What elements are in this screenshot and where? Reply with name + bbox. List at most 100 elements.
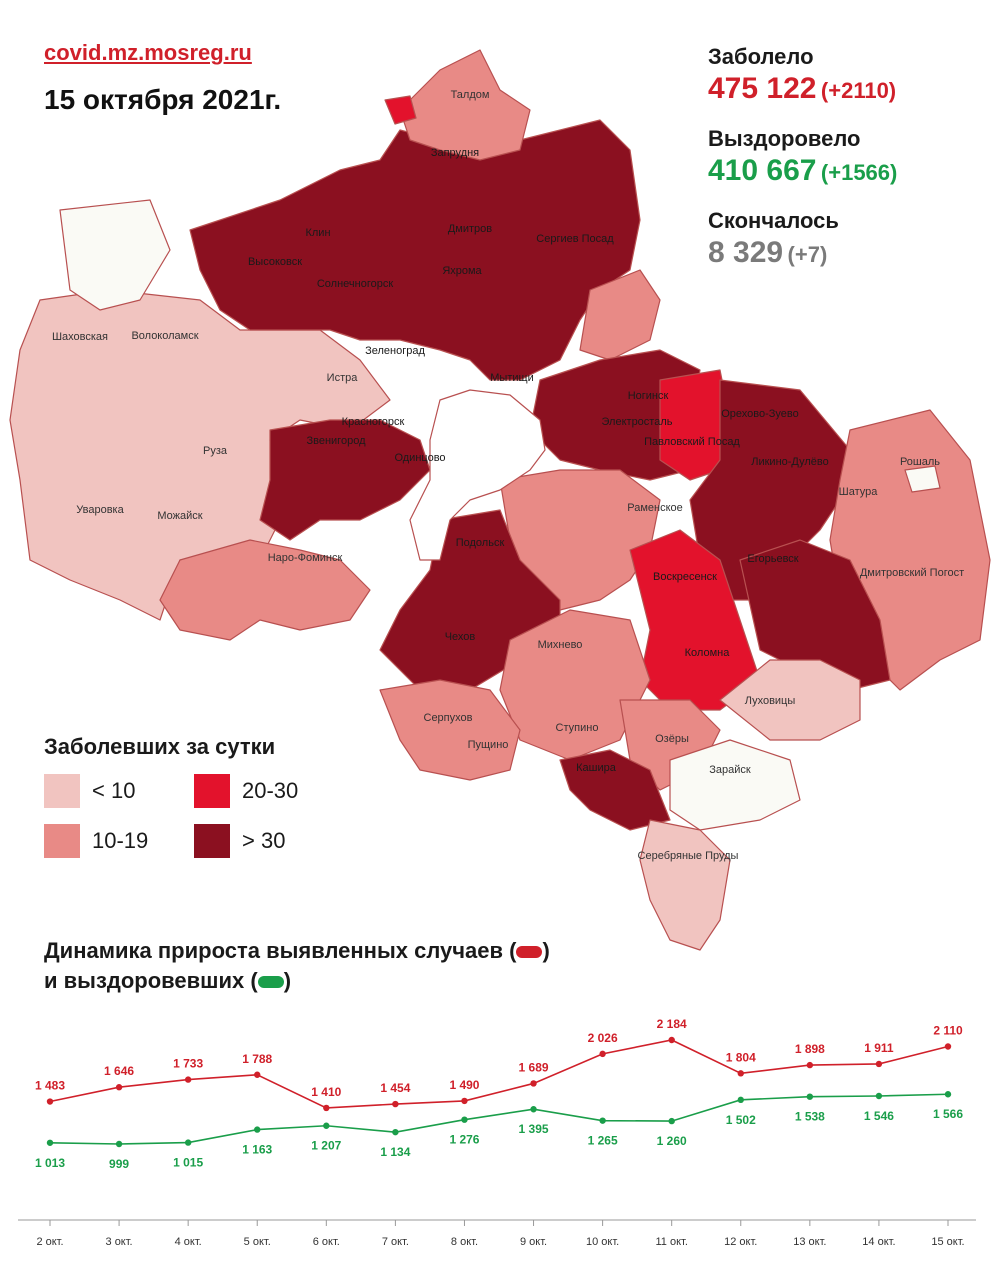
infected-series-marker [516, 946, 543, 959]
infected-data-label: 1 490 [449, 1078, 479, 1092]
recovered-point [392, 1128, 399, 1136]
map-label: Чехов [445, 631, 476, 643]
legend-swatch-10-19 [44, 824, 80, 858]
chart-title-line1: Динамика прироста выявленных случаев () [44, 936, 550, 966]
map-label: Серебряные Пруды [638, 850, 739, 862]
map-label: Клин [305, 227, 330, 239]
legend-swatch-gt30 [194, 824, 230, 858]
recovered-point [46, 1139, 54, 1146]
infected-point [184, 1076, 192, 1083]
recovered-data-label: 1 395 [519, 1122, 549, 1136]
source-link[interactable]: covid.mz.mosreg.ru [44, 40, 252, 65]
region-lukhovitsy [719, 659, 861, 741]
infected-point [254, 1071, 261, 1078]
stats-panel: Заболело 475 122 (+2110) Выздоровело 410… [708, 44, 988, 270]
infected-data-label: 1 646 [104, 1064, 134, 1078]
map-label: Одинцово [394, 452, 445, 464]
recovered-series-marker [257, 976, 284, 989]
recovered-point [461, 1116, 468, 1123]
infected-point [599, 1050, 606, 1058]
x-tick-label: 7 окт. [382, 1236, 409, 1248]
infected-data-label: 1 788 [242, 1052, 272, 1066]
map-label: Дмитровский Погост [860, 567, 964, 579]
x-tick-label: 15 окт. [931, 1236, 964, 1248]
infected-point [46, 1098, 54, 1105]
recovered-data-label: 1 015 [173, 1156, 203, 1170]
chart-title-line2: и выздоровевших () [44, 966, 550, 996]
infected-point [944, 1043, 952, 1050]
infected-data-label: 1 733 [173, 1057, 203, 1071]
region-ne-light [579, 269, 661, 361]
legend-swatch-20-30 [194, 774, 230, 808]
report-date: 15 октября 2021г. [44, 84, 282, 115]
infected-data-label: 1 454 [380, 1081, 410, 1095]
x-tick-label: 2 окт. [36, 1236, 63, 1248]
infected-data-label: 2 110 [933, 1023, 963, 1037]
moscow-region-map: Талдом Запрудня Клин Высоковск Дмитров Яхрома… [9, 49, 991, 951]
map-label: Луховицы [745, 695, 796, 707]
moscow-city [409, 389, 546, 561]
legend-label-lt10: < 10 [92, 778, 136, 803]
chart-title-line2-end: ) [284, 968, 291, 993]
map-label: Можайск [157, 510, 202, 522]
recovered-point [115, 1140, 123, 1148]
infected-value: 475 122 [708, 72, 817, 105]
map-label: Запрудня [431, 147, 479, 159]
x-tick-label: 5 окт. [244, 1236, 271, 1248]
deaths-label: Скончалось [708, 208, 839, 233]
infected-label: Заболело [708, 44, 814, 69]
map-label: Озёры [655, 733, 689, 745]
map-label: Павловский Посад [644, 436, 740, 448]
map-label: Уваровка [76, 504, 124, 516]
recovered-data-label: 1 546 [864, 1109, 894, 1123]
recovered-point [530, 1106, 537, 1113]
map-label: Зеленоград [365, 345, 425, 357]
infected-data-label: 1 804 [726, 1050, 756, 1064]
map-label: Волоколамск [131, 330, 198, 342]
region-serebryanye-prudy [639, 819, 731, 951]
recovered-data-label: 1 134 [380, 1145, 410, 1159]
map-label: Подольск [456, 537, 505, 549]
map-label: Ногинск [628, 390, 669, 402]
recovered-series-line [49, 1093, 949, 1145]
map-label: Истра [327, 372, 359, 384]
x-tick-label: 13 окт. [793, 1236, 826, 1248]
recovered-data-label: 1 013 [35, 1156, 65, 1170]
recovered-data-label: 1 566 [933, 1107, 963, 1121]
region-odintsovo [259, 419, 431, 541]
region-lotoshino [59, 199, 171, 311]
recovered-point [668, 1117, 675, 1125]
recovered-delta: (+1566) [820, 160, 898, 185]
line-chart: 2 окт. 3 окт. 4 окт. 5 окт. 6 окт. 7 окт. 8 ок… [18, 1017, 976, 1248]
map-label: Михнево [538, 639, 583, 651]
map-label: Наро-Фоминск [268, 552, 343, 564]
region-serpukhov [379, 679, 521, 781]
map-label: Солнечногорск [317, 278, 393, 290]
map-label: Воскресенск [653, 571, 717, 583]
map-label: Дмитров [448, 223, 492, 235]
region-naro-fominsk [159, 539, 371, 641]
map-label: Красногорск [342, 416, 405, 428]
map-label: Егорьевск [747, 553, 798, 565]
chart-title: Динамика прироста выявленных случаев () … [44, 936, 550, 996]
map-label: Ступино [556, 722, 599, 734]
x-tick-label: 10 окт. [586, 1236, 619, 1248]
recovered-point [599, 1117, 606, 1124]
recovered-data-label: 1 260 [657, 1134, 687, 1148]
map-label: Серпухов [424, 712, 473, 724]
x-tick-label: 3 окт. [106, 1236, 133, 1248]
map-label: Кашира [576, 762, 617, 774]
map-label: Мытищи [490, 372, 533, 384]
infected-point [392, 1100, 399, 1108]
map-label: Рошаль [900, 456, 940, 468]
infected-data-label: 1 911 [864, 1041, 894, 1055]
infected-data-label: 2 184 [657, 1017, 687, 1031]
infected-series-line [49, 1039, 949, 1109]
region-stupino [499, 609, 651, 761]
recovered-point [254, 1126, 261, 1133]
legend-swatch-lt10 [44, 774, 80, 808]
recovered-data-label: 1 502 [726, 1113, 756, 1127]
map-label: Коломна [685, 647, 731, 659]
legend-label-gt30: > 30 [242, 828, 286, 853]
infected-point [461, 1097, 468, 1105]
